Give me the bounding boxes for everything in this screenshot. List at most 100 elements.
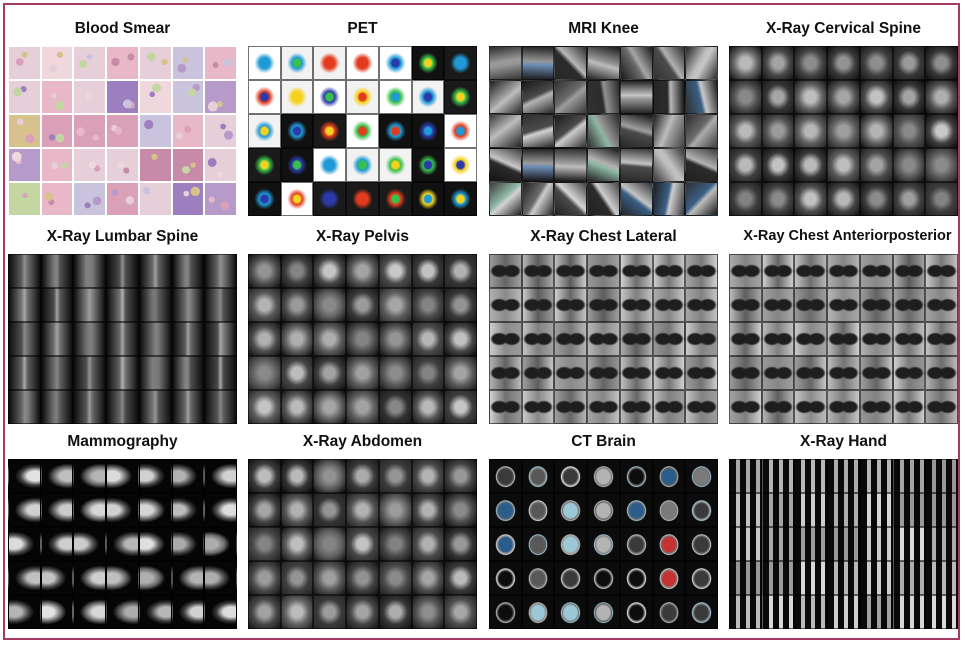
image-tile <box>925 46 958 80</box>
image-mosaic <box>729 46 958 216</box>
image-tile <box>204 595 237 629</box>
panel-xray-pelvis: X-Ray Pelvis <box>248 228 477 424</box>
image-tile <box>411 493 445 527</box>
image-tile <box>138 527 172 561</box>
image-tile <box>619 114 653 148</box>
image-tile <box>171 114 205 148</box>
image-tile <box>652 254 686 288</box>
image-tile <box>378 46 412 80</box>
image-tile <box>8 390 41 424</box>
image-tile <box>685 356 718 390</box>
image-tile <box>313 114 347 148</box>
panel-ct-brain: CT Brain <box>489 433 718 629</box>
image-tile <box>892 493 926 527</box>
image-tile <box>138 148 172 182</box>
image-tile <box>40 148 74 182</box>
image-tile <box>73 595 107 629</box>
image-tile <box>761 148 795 182</box>
image-tile <box>73 527 107 561</box>
image-tile <box>411 356 445 390</box>
image-tile <box>729 80 762 114</box>
panel-title: PET <box>347 20 378 37</box>
image-tile <box>378 182 412 216</box>
image-tile <box>444 356 477 390</box>
image-tile <box>685 561 718 595</box>
image-tile <box>925 561 958 595</box>
image-tile <box>248 527 281 561</box>
image-tile <box>280 561 314 595</box>
image-tile <box>280 80 314 114</box>
panel-pet: PET <box>248 20 477 216</box>
image-tile <box>587 527 620 561</box>
image-tile <box>685 493 718 527</box>
image-tile <box>521 46 555 80</box>
image-tile <box>827 390 860 424</box>
image-tile <box>761 254 795 288</box>
image-tile <box>378 527 412 561</box>
image-tile <box>892 288 926 322</box>
image-tile <box>8 254 41 288</box>
image-tile <box>171 46 205 80</box>
image-tile <box>761 390 795 424</box>
image-tile <box>619 595 653 629</box>
panel-xray-abdomen: X-Ray Abdomen <box>248 433 477 629</box>
image-tile <box>587 148 620 182</box>
image-tile <box>106 254 139 288</box>
image-tile <box>827 288 860 322</box>
image-tile <box>685 148 718 182</box>
image-tile <box>489 527 522 561</box>
image-tile <box>171 527 205 561</box>
image-tile <box>313 182 347 216</box>
image-tile <box>925 254 958 288</box>
image-tile <box>280 459 314 493</box>
image-tile <box>171 182 205 216</box>
image-tile <box>587 254 620 288</box>
image-tile <box>411 288 445 322</box>
image-tile <box>489 182 522 216</box>
image-tile <box>40 182 74 216</box>
image-tile <box>444 561 477 595</box>
image-tile <box>729 561 762 595</box>
image-tile <box>892 148 926 182</box>
image-tile <box>652 288 686 322</box>
image-tile <box>444 527 477 561</box>
image-tile <box>138 322 172 356</box>
image-tile <box>444 80 477 114</box>
image-tile <box>40 114 74 148</box>
image-tile <box>729 114 762 148</box>
image-tile <box>280 288 314 322</box>
image-tile <box>652 114 686 148</box>
image-tile <box>619 254 653 288</box>
image-tile <box>794 46 828 80</box>
image-tile <box>411 561 445 595</box>
image-tile <box>925 527 958 561</box>
image-tile <box>346 595 379 629</box>
image-tile <box>729 254 762 288</box>
image-tile <box>685 322 718 356</box>
image-tile <box>444 595 477 629</box>
image-tile <box>444 493 477 527</box>
image-tile <box>444 459 477 493</box>
image-tile <box>619 493 653 527</box>
image-tile <box>313 322 347 356</box>
image-tile <box>685 254 718 288</box>
image-tile <box>729 595 762 629</box>
image-mosaic <box>729 459 958 629</box>
image-tile <box>554 493 588 527</box>
image-mosaic <box>248 46 477 216</box>
image-tile <box>171 288 205 322</box>
image-tile <box>685 288 718 322</box>
image-tile <box>106 527 139 561</box>
image-tile <box>411 595 445 629</box>
image-tile <box>652 561 686 595</box>
image-tile <box>794 493 828 527</box>
image-tile <box>619 356 653 390</box>
image-mosaic <box>248 459 477 629</box>
image-tile <box>827 46 860 80</box>
image-tile <box>729 390 762 424</box>
image-tile <box>761 46 795 80</box>
image-tile <box>859 182 893 216</box>
image-tile <box>346 80 379 114</box>
image-tile <box>40 527 74 561</box>
panel-title: X-Ray Cervical Spine <box>765 20 922 37</box>
